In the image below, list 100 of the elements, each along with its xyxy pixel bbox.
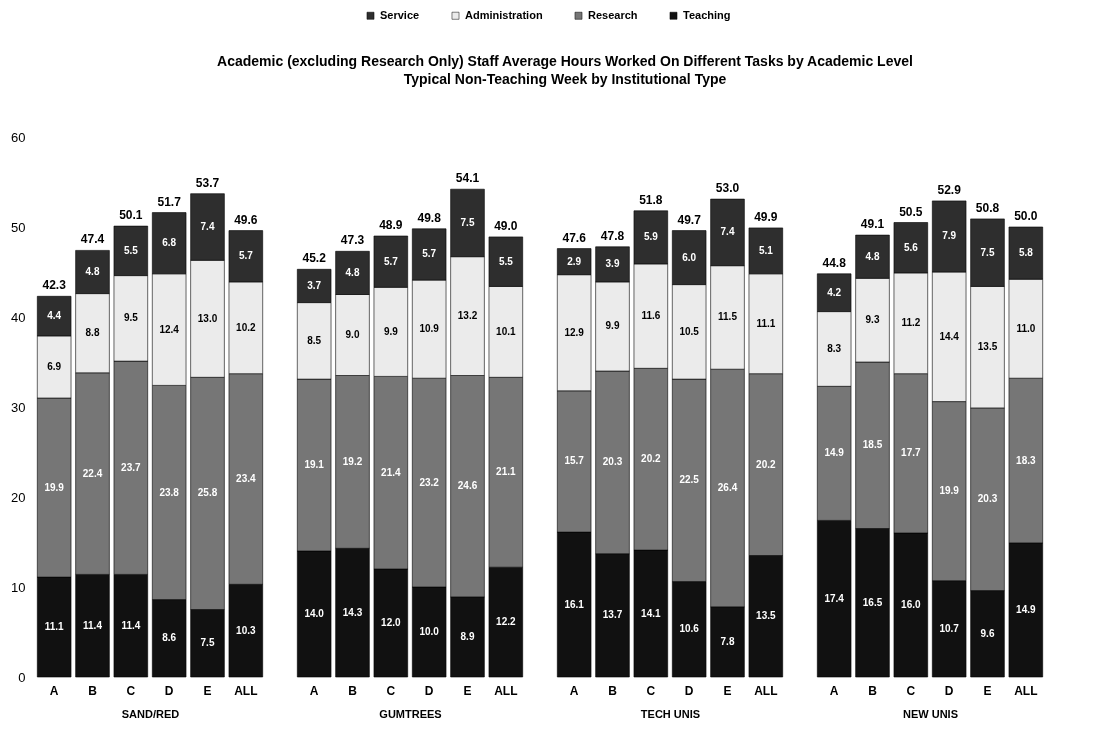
data-label: 24.6 [457,480,478,492]
x-tick-label: E [723,683,732,698]
data-label: 17.4 [824,592,845,604]
data-label: 6.9 [47,360,62,372]
data-label: 2.9 [567,255,582,267]
data-label: 7.5 [460,216,475,228]
data-label: 8.9 [460,630,475,642]
data-label: 5.5 [123,244,139,256]
total-label: 50.1 [119,208,143,223]
total-label: 51.8 [639,192,663,207]
data-label: 5.5 [498,255,514,267]
total-label: 45.2 [302,251,327,266]
data-label: 13.5 [756,610,776,622]
data-label: 14.3 [342,606,363,618]
data-label: 18.5 [862,439,883,451]
data-label: 14.9 [1016,603,1036,615]
data-label: 19.1 [304,459,325,471]
data-label: 11.4 [83,619,103,631]
x-tick-label: ALL [754,683,778,698]
data-label: 12.0 [381,617,401,628]
data-label: 7.8 [720,635,735,647]
x-tick-label: C [126,683,136,698]
total-label: 52.9 [937,182,962,197]
total-label: 54.1 [455,171,480,186]
data-label: 21.1 [496,466,516,478]
data-label: 19.9 [939,485,960,497]
x-tick-label: C [386,683,396,698]
data-label: 25.8 [197,487,218,499]
total-label: 51.7 [157,194,182,209]
y-tick-label: 10 [11,579,26,595]
total-label: 50.5 [899,204,923,219]
data-label: 7.4 [200,221,215,232]
data-label: 5.6 [903,241,919,253]
y-tick-label: 0 [18,669,26,685]
x-tick-label: D [424,683,434,698]
data-label: 16.5 [862,596,883,608]
x-tick-label: D [164,683,174,698]
data-label: 5.7 [383,255,399,267]
data-label: 4.8 [865,250,880,262]
data-label: 10.3 [236,624,256,636]
data-label: 21.4 [381,466,401,478]
total-label: 49.8 [417,210,442,225]
data-label: 23.7 [121,461,141,473]
x-tick-label: D [944,683,954,698]
x-tick-label: B [88,683,98,698]
data-label: 5.8 [1018,247,1034,259]
total-label: 49.6 [234,212,258,227]
data-label: 10.7 [939,622,960,634]
data-label: 13.2 [457,310,478,322]
data-label: 5.7 [238,250,254,262]
data-label: 20.2 [756,458,776,470]
data-label: 23.8 [159,486,180,498]
y-tick-label: 20 [11,489,26,505]
data-label: 3.9 [605,258,620,270]
data-label: 5.7 [422,248,437,260]
data-label: 11.1 [756,317,776,329]
data-label: 10.6 [679,623,700,635]
total-label: 49.1 [860,217,885,232]
x-tick-label: C [906,683,916,698]
data-label: 13.0 [197,312,218,324]
total-label: 49.9 [754,209,778,224]
legend-label: Service [380,8,420,21]
data-label: 20.3 [602,456,623,468]
total-label: 47.8 [600,228,625,243]
legend-label: Teaching [683,8,731,21]
data-label: 3.7 [307,279,322,291]
data-label: 9.9 [383,325,399,337]
data-label: 26.4 [717,482,738,493]
x-tick-label: E [983,683,992,698]
data-label: 14.4 [939,330,960,342]
data-label: 18.3 [1016,454,1036,466]
total-label: 53.7 [195,175,220,190]
data-label: 16.0 [901,599,921,610]
data-label: 14.9 [824,447,845,459]
legend-label: Administration [465,8,543,21]
data-label: 4.2 [827,286,842,298]
data-label: 23.4 [236,473,256,484]
x-tick-label: ALL [1014,683,1038,698]
x-axis-title: SAND/RED [121,707,180,720]
x-tick-label: ALL [494,683,518,698]
x-tick-label: B [868,683,878,698]
data-label: 13.7 [602,609,623,621]
x-tick-label: B [608,683,618,698]
text: Academic (excluding Research Only) Staff Average Hours Worked On Different Tasks by Academic Level [217,53,913,69]
x-tick-label: D [684,683,694,698]
data-label: 5.1 [758,244,774,256]
data-label: 20.2 [641,453,661,465]
data-label: 10.9 [419,323,440,335]
x-tick-label: A [309,683,319,698]
data-label: 8.6 [162,632,177,644]
data-label: 11.6 [641,310,661,322]
total-label: 48.9 [379,218,403,232]
data-label: 12.4 [159,323,180,335]
data-label: 7.4 [720,226,735,238]
data-label: 11.1 [44,621,65,633]
y-tick-label: 30 [11,399,26,415]
data-label: 8.3 [827,342,842,354]
x-axis-title: TECH UNIS [640,707,701,720]
total-label: 44.8 [822,255,847,270]
data-label: 9.5 [123,312,139,324]
